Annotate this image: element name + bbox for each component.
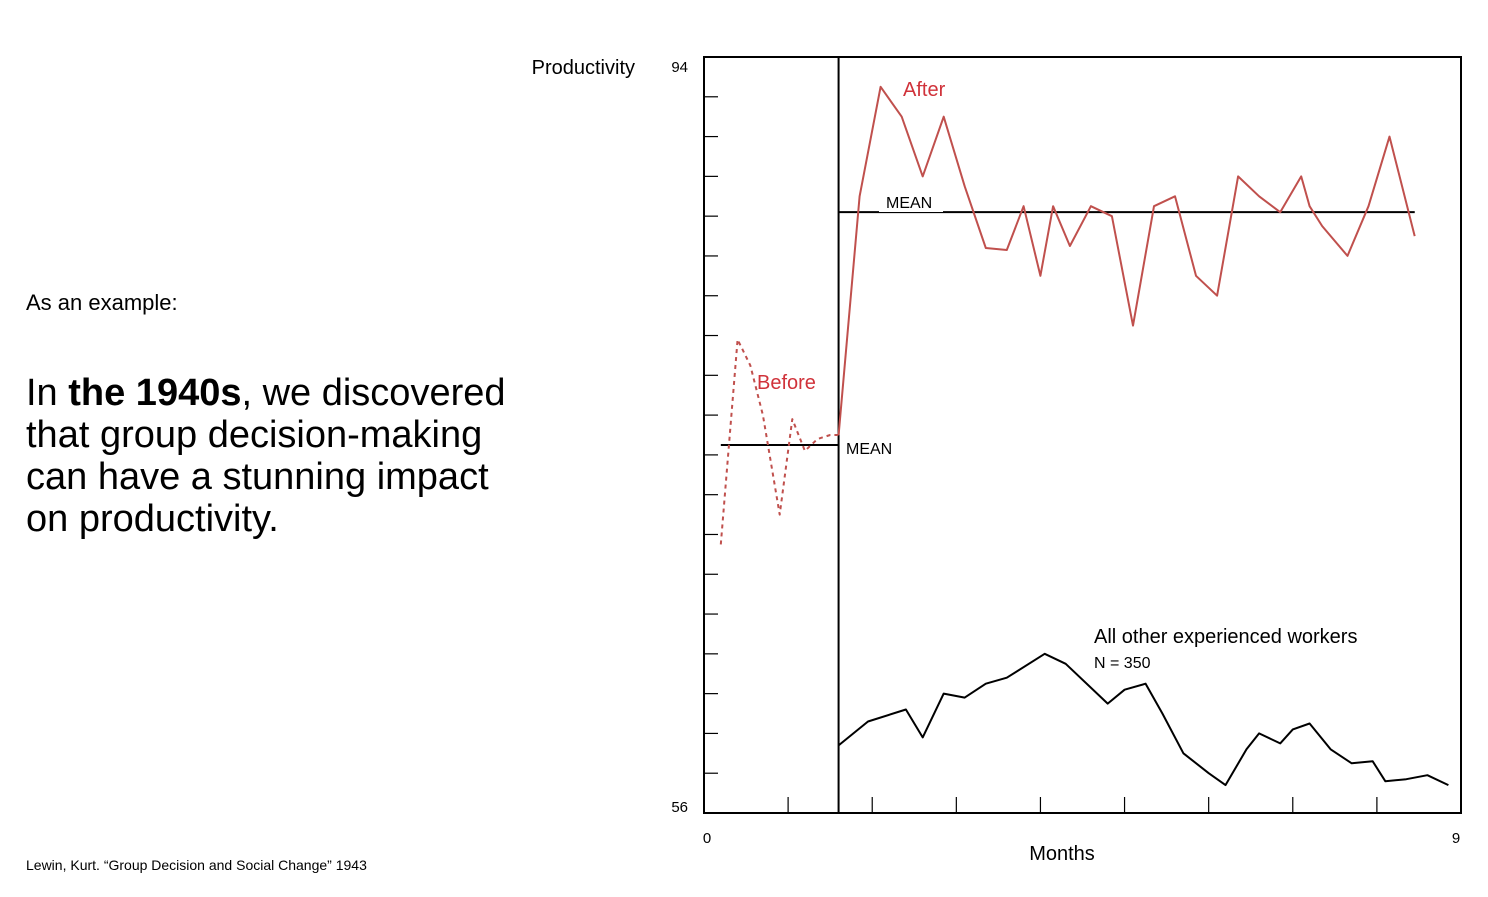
headline-pre: In: [26, 372, 69, 414]
series-line-after: [837, 85, 1416, 436]
y-ticks: [704, 96, 718, 774]
x-axis-label: Months: [1029, 843, 1095, 865]
sample-size-label: N = 350: [1094, 655, 1151, 672]
citation: Lewin, Kurt. “Group Decision and Social …: [26, 857, 367, 873]
x-tick-label-left: 0: [703, 830, 711, 847]
headline: In the 1940s, we discovered that group d…: [26, 372, 526, 540]
y-axis-label: Productivity: [532, 57, 635, 79]
x-tick-label-right: 9: [1452, 830, 1460, 847]
after-label: After: [903, 79, 946, 101]
y-tick-label-bottom: 56: [671, 799, 688, 816]
x-ticks: [787, 797, 1378, 813]
headline-bold: the 1940s: [68, 372, 242, 414]
other-workers-label: All other experienced workers: [1094, 626, 1357, 648]
mean-label-after-bg: [879, 192, 943, 212]
series-line-before: [719, 338, 839, 545]
series-lines: [719, 85, 1449, 787]
intro-text: As an example:: [26, 290, 178, 315]
y-tick-label-top: 94: [671, 59, 688, 76]
mean-lines: [720, 211, 1415, 446]
before-label: Before: [757, 372, 816, 394]
mean-label-after: MEAN: [886, 195, 932, 212]
headline-post: , we discovered that group decision-maki…: [26, 372, 506, 540]
plot-frame: [703, 56, 1462, 814]
mean-label-before: MEAN: [846, 441, 892, 458]
series-line-all-other-experienced-workers: [837, 652, 1449, 787]
